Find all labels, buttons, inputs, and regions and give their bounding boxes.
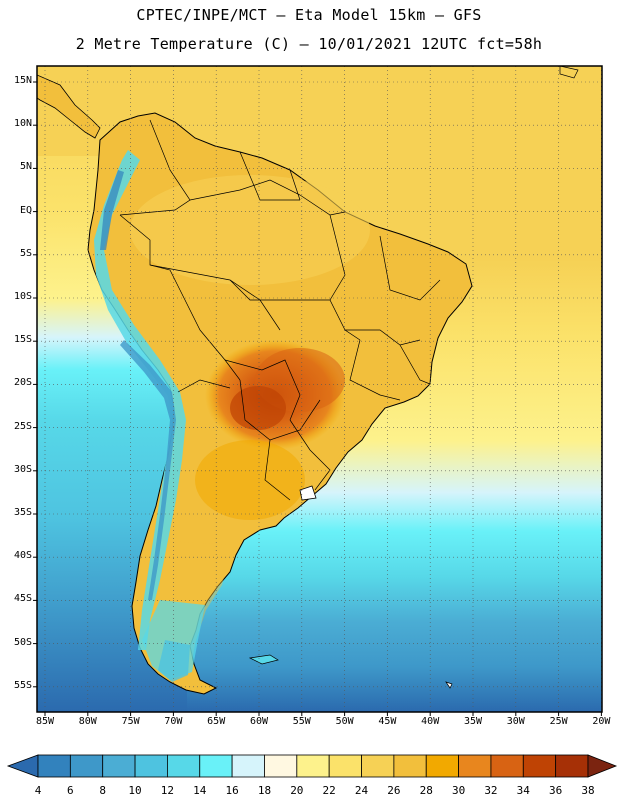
colorbar-label: 24 [354,784,369,797]
lon-label: 55W [292,716,311,727]
central-america [37,74,101,139]
lat-label: 10N [13,118,32,130]
lon-label: 20W [592,716,611,727]
colorbar-label: 26 [387,784,401,797]
lon-label: 40W [421,716,440,727]
colorbar-swatch [199,754,233,778]
colorbar-swatch [328,754,362,778]
country-borders [119,119,441,501]
lat-label: 30S [13,463,32,475]
lat-label: 15N [13,75,32,86]
colorbar-swatch [102,754,136,778]
colorbar-label: 16 [225,784,239,797]
colorbar-swatch [425,754,459,778]
colorbar-label: 8 [99,784,107,797]
colorbar-swatch [167,754,201,778]
lat-label: 5S [19,247,32,259]
colorbar-label: 32 [484,784,498,797]
lat-label: 55S [13,679,32,691]
lat-label: 15S [13,334,32,346]
lat-label: 45S [13,593,32,605]
lat-label: 40S [13,550,32,562]
lat-label: 20S [13,377,32,389]
lat-label: 25S [13,420,32,432]
lat-label: EQ [19,204,32,216]
colorbar-label: 30 [451,784,466,797]
lat-label: 50S [13,636,32,648]
colorbar-swatch [37,754,71,778]
lon-label: 65W [207,716,226,727]
colorbar-label: 22 [322,784,336,797]
colorbar-label: 6 [67,784,74,797]
lon-label: 85W [35,716,55,727]
colorbar-label: 38 [581,784,595,797]
header-line-2: 2 Metre Temperature (C) – 10/01/2021 12U… [75,35,543,53]
lon-label: 30W [506,716,525,727]
lat-label: 5N [19,161,32,173]
colorbar-label: 34 [516,784,530,797]
colorbar-label: 20 [290,784,304,797]
lon-label: 80W [78,716,97,727]
colorbar-swatch [393,754,427,778]
lon-label: 25W [549,716,568,727]
colorbar-swatch [555,754,589,778]
colorbar-max-arrow [587,754,618,778]
colorbar-min-arrow [6,754,39,778]
lon-label: 60W [249,716,269,727]
colorbar-label: 14 [193,784,207,797]
lon-label: 75W [121,716,140,727]
lon-label: 50W [335,716,354,727]
lat-label: 35S [13,507,32,518]
colorbar-label: 10 [128,784,142,797]
colorbar-swatch [264,754,298,778]
colorbar [6,754,618,778]
colorbar-label: 18 [257,784,272,797]
colorbar-swatch [69,754,104,778]
map-frame [36,65,603,713]
lon-label: 45W [378,716,397,727]
colorbar-swatch [458,754,492,778]
colorbar-swatch [361,754,395,778]
colorbar-label: 28 [419,784,433,797]
lat-label: 10S [13,291,32,302]
colorbar-swatch [231,754,265,778]
header-line-1: CPTEC/INPE/MCT – Eta Model 15km – GFS [136,6,482,24]
colorbar-swatch [522,754,557,778]
colorbar-swatch [296,754,330,778]
colorbar-swatch [134,754,168,778]
lon-label: 35W [463,716,483,727]
lon-label: 70W [164,716,183,727]
colorbar-label: 36 [549,784,563,797]
colorbar-label: 4 [34,784,42,797]
colorbar-label: 12 [160,784,175,797]
colorbar-swatch [490,754,524,778]
